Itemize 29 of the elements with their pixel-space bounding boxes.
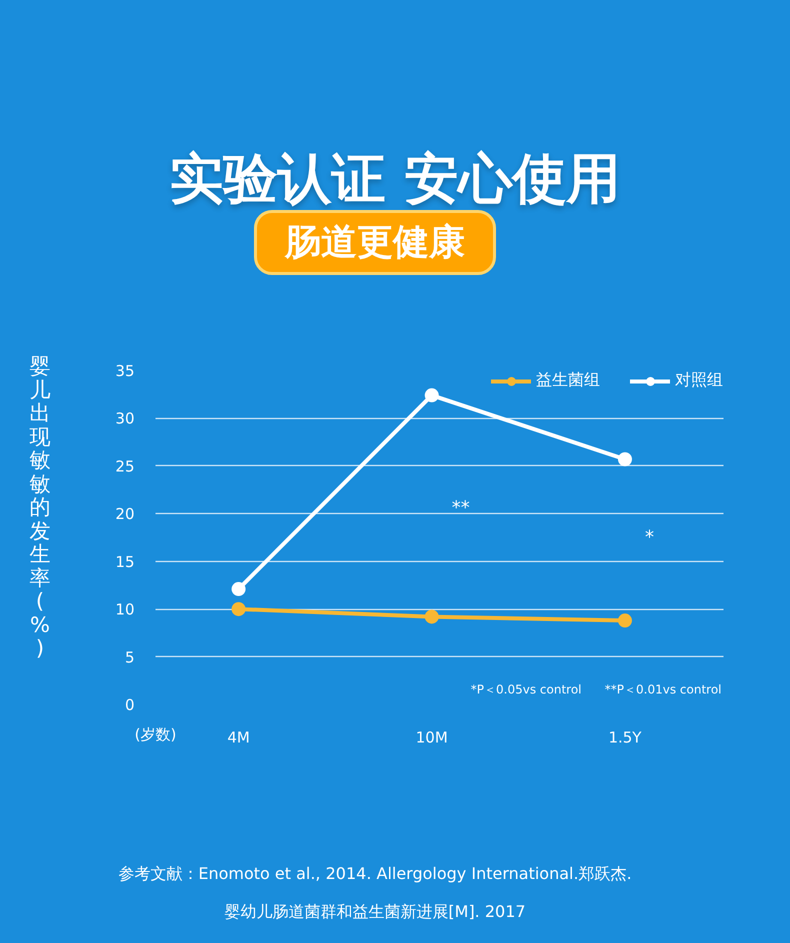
annotation: *: [644, 527, 654, 548]
text: 参考文献：Enomoto et al., 2014. Allergology International.郑跃杰.: [118, 864, 632, 883]
y-tick-label: 20: [115, 505, 135, 524]
text: 婴儿出现敏敏的发生率(%): [30, 354, 50, 660]
point: [424, 610, 439, 624]
x-tick-label: 4M: [227, 728, 250, 746]
annotation: *P＜0.05vs control: [470, 682, 582, 696]
annotation: **P＜0.01vs control: [604, 682, 722, 696]
x-tick-label: 1.5Y: [608, 728, 642, 746]
y-tick-label: 30: [115, 410, 135, 428]
chart-title: 实验认证 安心使用: [170, 146, 620, 212]
point: [618, 452, 632, 466]
text: 婴幼儿肠道菌群和益生菌新进展[M]. 2017: [224, 902, 526, 921]
y-tick-label: 0: [124, 696, 135, 714]
y-tick-label: 5: [124, 648, 135, 666]
legend-label: 益生菌组: [536, 370, 600, 391]
chart-subtitle: 肠道更健康: [254, 210, 496, 276]
point: [424, 388, 439, 402]
legend-label: 对照组: [675, 370, 723, 391]
y-tick-label: 15: [115, 552, 135, 571]
annotation: **: [452, 497, 470, 518]
point: [232, 582, 246, 596]
y-tick-label: 10: [115, 600, 135, 619]
y-tick-label: 35: [115, 362, 135, 380]
y-tick-label: 25: [115, 457, 135, 476]
point: [232, 602, 246, 616]
x-tick-label: 10M: [416, 728, 448, 746]
point: [618, 614, 632, 628]
x-axis-title: (岁数): [134, 726, 176, 744]
